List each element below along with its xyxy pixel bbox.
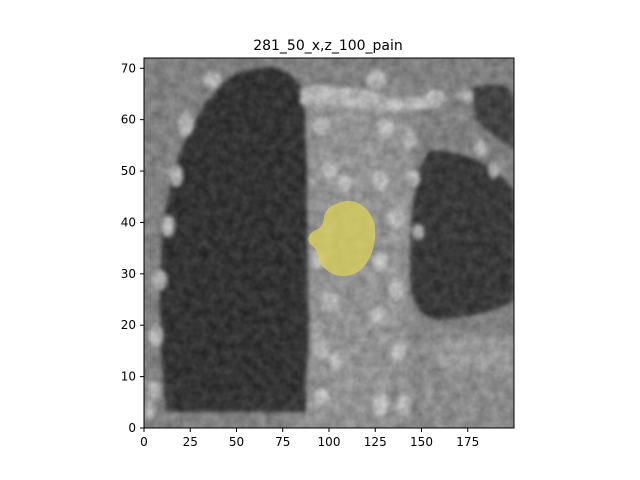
y-tick-label: 60: [121, 113, 136, 127]
x-tick-label: 100: [318, 435, 341, 449]
x-tick-label: 150: [410, 435, 433, 449]
segmentation-overlay: [308, 200, 376, 277]
ct-image: [144, 58, 514, 428]
y-axis: 0 10 20 30 40 50 60 70: [121, 61, 144, 435]
y-tick-label: 20: [121, 318, 136, 332]
x-tick-label: 75: [275, 435, 290, 449]
x-tick-label: 0: [140, 435, 148, 449]
x-tick-label: 125: [364, 435, 387, 449]
y-tick-label: 40: [121, 215, 136, 229]
y-tick-label: 70: [121, 61, 136, 75]
y-tick-label: 0: [128, 421, 136, 435]
y-tick-label: 30: [121, 267, 136, 281]
x-tick-label: 175: [456, 435, 479, 449]
y-tick-label: 10: [121, 370, 136, 384]
figure-title: 281_50_x,z_100_pain: [253, 38, 403, 54]
x-tick-label: 50: [229, 435, 244, 449]
x-axis: 0 25 50 75 100 125 150 175: [140, 428, 479, 449]
x-tick-label: 25: [183, 435, 198, 449]
y-tick-label: 50: [121, 164, 136, 178]
